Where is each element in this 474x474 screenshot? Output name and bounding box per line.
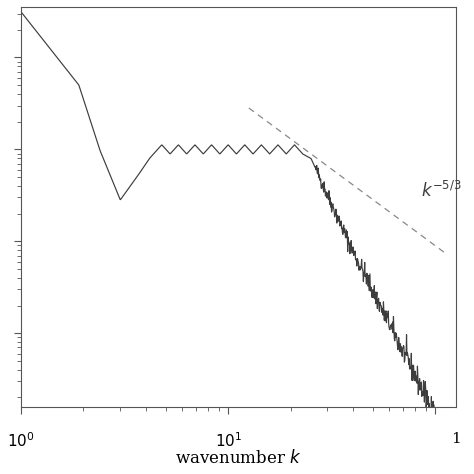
- Text: 1: 1: [451, 432, 461, 446]
- X-axis label: wavenumber $k$: wavenumber $k$: [175, 449, 302, 467]
- Text: $10^1$: $10^1$: [215, 432, 242, 450]
- Text: $k^{-5/3}$: $k^{-5/3}$: [421, 181, 462, 201]
- Text: $10^0$: $10^0$: [7, 432, 35, 450]
